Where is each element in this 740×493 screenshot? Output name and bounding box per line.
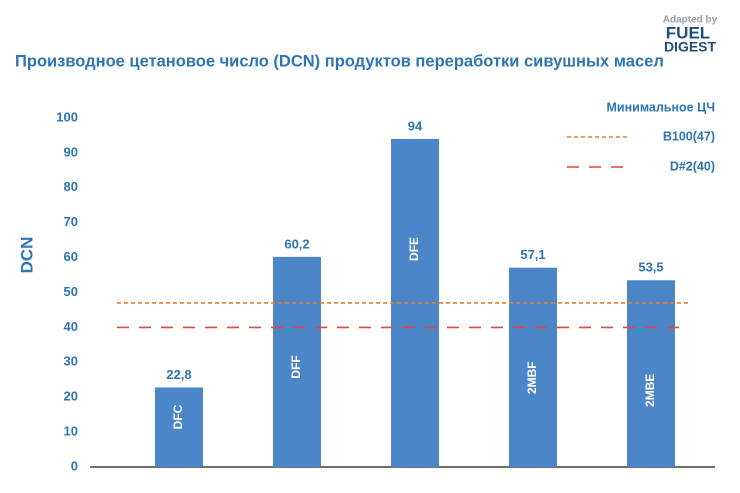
legend-title: Минимальное ЦЧ — [606, 100, 715, 114]
data-label: 60,2 — [284, 236, 309, 251]
category-label: DFE — [407, 237, 421, 261]
logo-text: DIGEST — [664, 39, 717, 55]
logo-caption: Adapted by — [663, 15, 718, 26]
data-label: 22,8 — [166, 367, 191, 382]
y-axis-label: DCN — [17, 237, 36, 274]
y-tick-label: 70 — [64, 214, 78, 229]
bar — [155, 387, 203, 467]
legend-label: D#2(40) — [670, 159, 715, 173]
y-tick-label: 90 — [64, 144, 78, 159]
chart-title: Производное цетановое число (DCN) продук… — [15, 52, 664, 70]
bar — [273, 256, 321, 467]
y-tick-label: 60 — [64, 249, 78, 264]
y-tick-label: 40 — [64, 319, 78, 334]
bar — [627, 280, 675, 467]
category-label: DFF — [289, 355, 303, 378]
category-label: DFC — [171, 404, 185, 429]
y-tick-label: 20 — [64, 389, 78, 404]
y-tick-label: 50 — [64, 284, 78, 299]
logo-text: FUEL — [666, 23, 710, 42]
category-label: 2MBE — [643, 374, 657, 407]
y-tick-label: 0 — [71, 458, 78, 473]
data-label: 94 — [408, 118, 423, 133]
y-tick-label: 100 — [56, 109, 78, 124]
data-label: 57,1 — [520, 247, 545, 262]
y-tick-label: 10 — [64, 424, 78, 439]
data-label: 53,5 — [638, 260, 663, 275]
bar — [509, 267, 557, 467]
legend-label: B100(47) — [663, 129, 715, 143]
y-tick-label: 80 — [64, 179, 78, 194]
category-label: 2MBF — [525, 361, 539, 394]
y-tick-label: 30 — [64, 354, 78, 369]
